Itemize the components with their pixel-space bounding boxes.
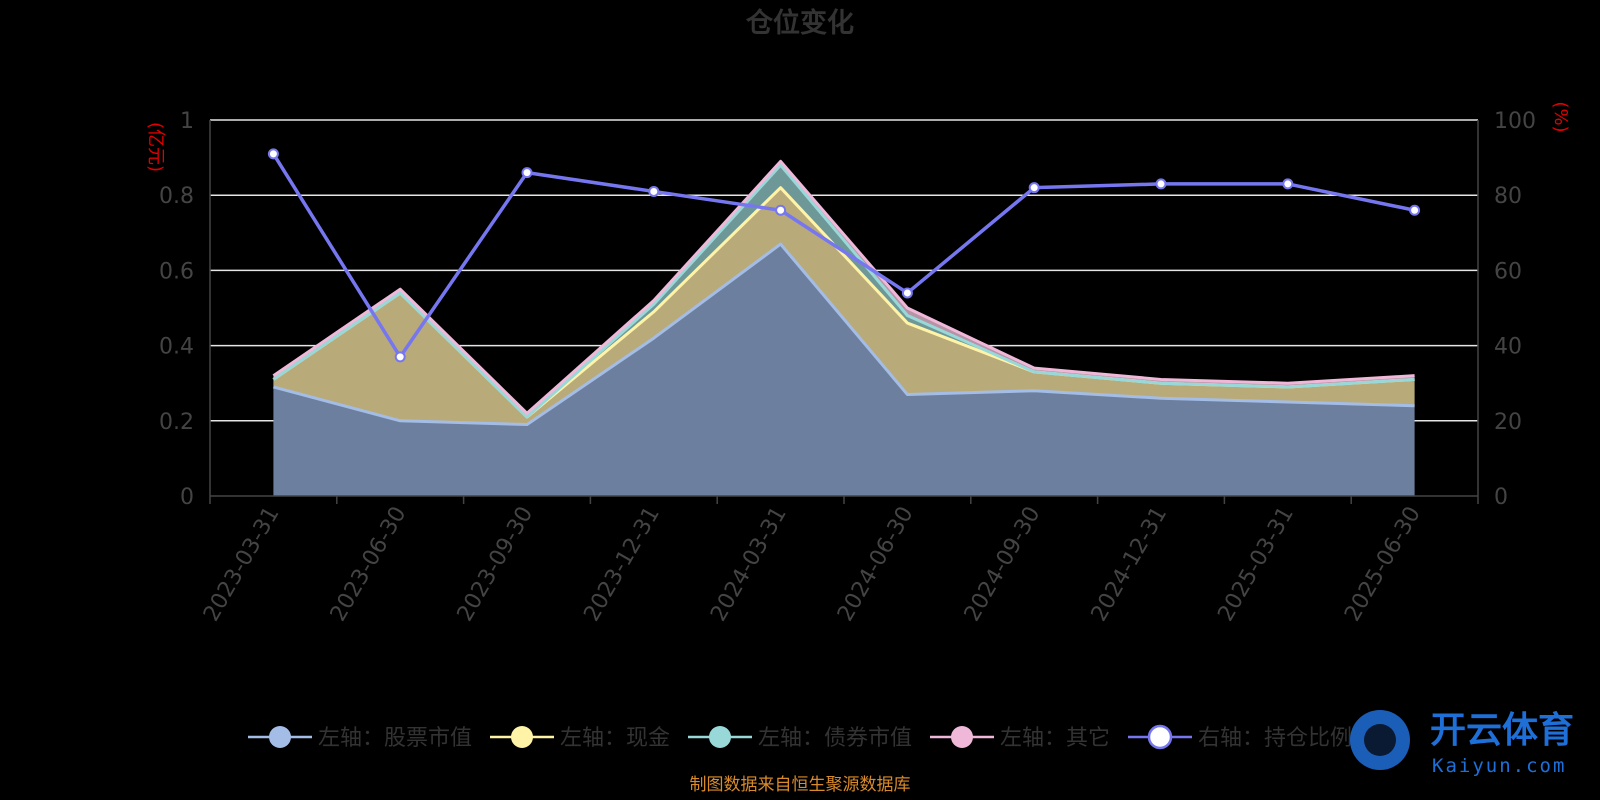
left-tick-label: 0.2	[159, 410, 194, 435]
ratio-point	[394, 351, 406, 363]
right-tick-label: 100	[1494, 109, 1536, 134]
area-line	[272, 159, 1415, 415]
ratio-point	[901, 287, 913, 299]
ratio-point	[521, 167, 533, 179]
left-tick-label: 0.4	[159, 335, 194, 360]
watermark-en: Kaiyun.com	[1432, 755, 1566, 777]
ratio-point	[775, 204, 787, 216]
right-tick-label: 80	[1494, 184, 1522, 209]
ball-center-icon	[1364, 724, 1396, 756]
legend-label: 右轴：持仓比例	[1198, 726, 1352, 751]
x-tick-label: 2024-06-30	[833, 503, 919, 626]
legend-label: 左轴：其它	[1000, 726, 1110, 751]
x-tick-label: 2024-12-31	[1087, 503, 1173, 626]
area-fill	[273, 187, 1415, 425]
ratio-point	[1409, 204, 1421, 216]
right-tick-label: 60	[1494, 259, 1522, 284]
legend-label: 左轴：现金	[560, 726, 670, 751]
ratio-point	[267, 148, 279, 160]
x-tick-label: 2025-03-31	[1213, 503, 1299, 626]
left-tick-label: 1	[180, 109, 194, 134]
legend-label: 左轴：债券市值	[758, 726, 912, 751]
watermark-cn: 开云体育	[1430, 710, 1574, 751]
legend: 左轴：股票市值 左轴：现金 左轴：债券市值 左轴：其它 右轴：持仓比例	[248, 724, 1352, 751]
x-tick-label: 2023-09-30	[453, 503, 539, 626]
ratio-point	[1028, 182, 1040, 194]
legend-label: 左轴：股票市值	[318, 726, 472, 751]
x-tick-label: 2023-03-31	[199, 503, 285, 626]
stacked-areas	[272, 159, 1415, 496]
legend-marker-icon	[951, 726, 973, 748]
ratio-point	[1282, 178, 1294, 190]
x-tick-label: 2023-12-31	[579, 503, 665, 626]
area-line	[272, 163, 1415, 419]
right-axis-unit: (%)	[1550, 101, 1571, 132]
x-tick-label: 2024-09-30	[960, 503, 1046, 626]
legend-marker-icon	[1147, 724, 1173, 750]
x-tick-label: 2025-06-30	[1340, 503, 1426, 626]
chart-title: 仓位变化	[745, 7, 854, 39]
area-line	[273, 242, 1415, 427]
ratio-point	[1155, 178, 1167, 190]
left-axis-unit: (亿元)	[145, 122, 166, 172]
x-tick-label: 2024-03-31	[706, 503, 792, 626]
ratio-point	[648, 185, 660, 197]
ratio-line	[271, 152, 1415, 359]
left-tick-label: 0.6	[159, 259, 194, 284]
right-tick-label: 0	[1494, 485, 1508, 510]
legend-marker-icon	[269, 726, 291, 748]
right-tick-label: 20	[1494, 410, 1522, 435]
watermark-logo: 开云体育 Kaiyun.com	[1350, 710, 1574, 777]
left-tick-label: 0	[180, 485, 194, 510]
left-tick-label: 0.8	[159, 184, 194, 209]
right-tick-label: 40	[1494, 335, 1522, 360]
source-note: 制图数据来自恒生聚源数据库	[690, 775, 911, 795]
legend-marker-icon	[511, 726, 533, 748]
holding-ratio-line	[267, 148, 1421, 363]
area-fill	[273, 244, 1415, 496]
x-tick-label: 2023-06-30	[326, 503, 412, 626]
legend-marker-icon	[709, 726, 731, 748]
